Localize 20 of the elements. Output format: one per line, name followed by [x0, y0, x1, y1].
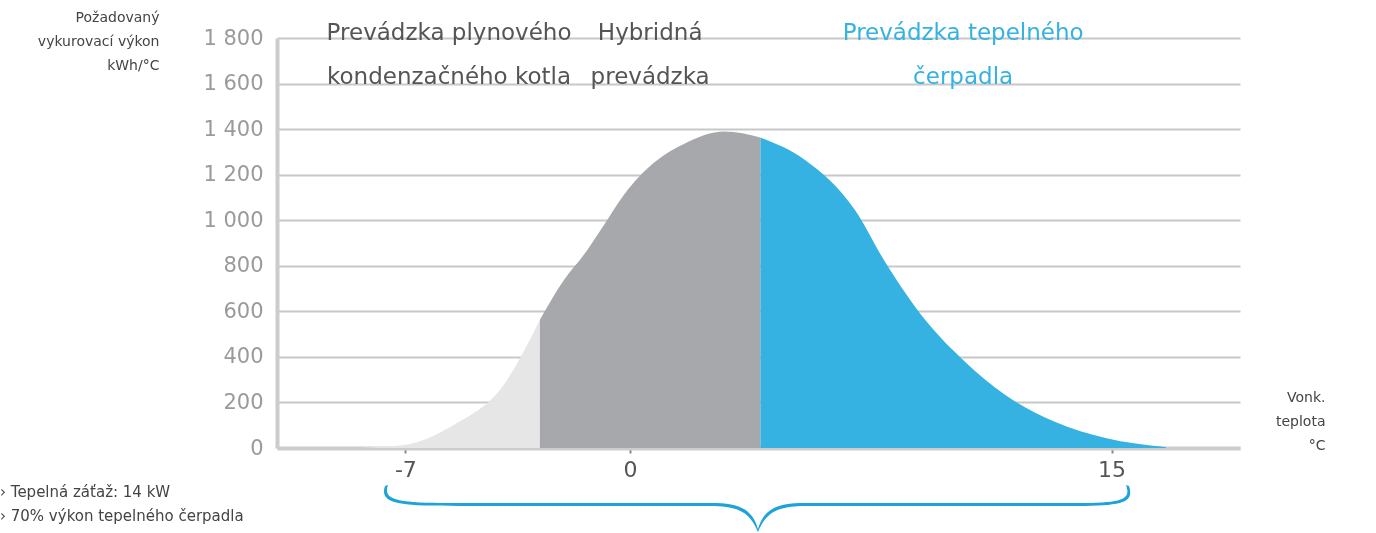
- text: Prevádzka tepelného čerpadla: [842, 19, 1084, 89]
- y-tick-label: 600: [223, 298, 264, 323]
- x-axis-title: Vonk. teplota °C: [1275, 388, 1326, 453]
- y-tick-label: 400: [223, 344, 264, 369]
- series-label: Hybridná prevádzka: [590, 19, 710, 89]
- y-tick-label: 1 200: [203, 162, 264, 187]
- annotation: Prevádzka plynového kondenzačného kotla: [326, 19, 572, 89]
- x-tick-label: 15: [1098, 456, 1127, 482]
- x-tick-label: -7: [394, 456, 417, 482]
- text: › Tepelná záťaž: 14 kW: [0, 483, 171, 501]
- y-tick-label: 800: [223, 253, 264, 278]
- y-tick-label: 1 400: [203, 116, 264, 141]
- y-axis-title: Požadovaný vykurovací výkon kWh/°C: [37, 8, 160, 73]
- y-tick-label: 200: [223, 389, 264, 414]
- y-tick-label: 1 000: [203, 207, 264, 232]
- y-tick-label: 1 800: [203, 25, 264, 50]
- y-tick-label: 0: [250, 435, 264, 460]
- y-tick-label: 1 600: [203, 71, 264, 96]
- x-tick-label: 0: [623, 456, 638, 482]
- text: › 70% výkon tepelného čerpadla: [0, 507, 244, 525]
